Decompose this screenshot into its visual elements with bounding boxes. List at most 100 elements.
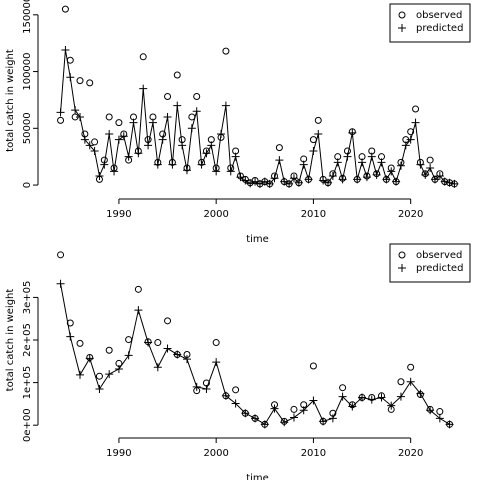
plus-marker xyxy=(100,160,109,169)
plus-marker xyxy=(85,354,94,363)
plus-marker xyxy=(105,370,114,379)
x-tick-label: 2020 xyxy=(398,209,423,220)
plus-marker xyxy=(270,174,279,183)
plus-marker xyxy=(406,377,415,386)
plus-marker xyxy=(426,406,435,415)
circle-marker xyxy=(314,116,322,124)
circle-marker xyxy=(91,138,99,146)
plus-marker xyxy=(217,129,226,138)
circle-marker xyxy=(66,56,74,64)
plus-marker xyxy=(95,384,104,393)
circle-marker xyxy=(436,408,444,416)
plus-marker xyxy=(61,45,70,54)
plus-marker xyxy=(231,399,240,408)
plus-marker xyxy=(207,141,216,150)
y-tick-label: 1e+05 xyxy=(22,366,33,400)
plus-marker xyxy=(173,101,182,110)
plus-marker xyxy=(158,135,167,144)
plus-marker xyxy=(343,152,352,161)
circle-marker xyxy=(412,105,420,113)
legend-label: observed xyxy=(416,10,462,21)
plus-marker xyxy=(377,158,386,167)
circle-marker xyxy=(139,53,147,61)
plus-marker xyxy=(396,392,405,401)
circle-marker xyxy=(398,11,406,19)
circle-marker xyxy=(86,79,94,87)
plus-marker xyxy=(324,178,333,187)
plus-marker xyxy=(76,112,85,121)
plus-marker xyxy=(163,344,172,353)
circle-marker xyxy=(115,119,123,127)
plus-marker xyxy=(246,179,255,188)
plus-marker xyxy=(144,141,153,150)
plus-marker xyxy=(358,158,367,167)
circle-marker xyxy=(76,77,84,85)
plus-marker xyxy=(377,393,386,402)
plus-marker xyxy=(129,118,138,127)
circle-marker xyxy=(407,363,415,371)
plus-marker xyxy=(56,279,65,288)
plus-marker xyxy=(192,107,201,116)
plus-marker xyxy=(144,338,153,347)
circle-marker xyxy=(275,144,283,152)
plus-marker xyxy=(192,382,201,391)
circle-marker xyxy=(188,113,196,121)
plus-marker xyxy=(231,152,240,161)
circle-marker xyxy=(222,47,230,55)
plus-marker xyxy=(124,152,133,161)
plus-marker xyxy=(348,128,357,137)
plus-marker xyxy=(182,355,191,364)
plus-marker xyxy=(353,175,362,184)
circle-marker xyxy=(290,405,298,413)
plus-marker xyxy=(76,370,85,379)
plus-marker xyxy=(187,124,196,133)
plus-marker xyxy=(289,174,298,183)
circle-marker xyxy=(309,362,317,370)
plus-marker xyxy=(119,132,128,141)
circle-marker xyxy=(57,251,65,259)
circle-marker xyxy=(173,71,181,79)
y-axis-label: total catch in weight xyxy=(5,49,16,152)
y-tick-label: 3e+05 xyxy=(22,281,33,315)
plus-marker xyxy=(435,171,444,180)
plus-marker xyxy=(260,420,269,429)
plus-marker xyxy=(362,173,371,182)
circle-marker xyxy=(134,285,142,293)
x-tick-label: 1990 xyxy=(106,209,131,220)
circle-marker xyxy=(105,113,113,121)
plus-marker xyxy=(139,84,148,93)
x-tick-label: 1990 xyxy=(106,448,131,459)
plus-marker xyxy=(260,177,269,186)
plus-marker xyxy=(110,167,119,176)
plus-marker xyxy=(398,264,406,272)
plus-marker xyxy=(241,409,250,418)
plus-marker xyxy=(328,414,337,423)
plus-marker xyxy=(114,364,123,373)
plus-marker xyxy=(182,166,191,175)
plus-marker xyxy=(348,402,357,411)
y-tick-label: 100000 xyxy=(22,52,33,90)
plus-marker xyxy=(440,177,449,186)
plus-marker xyxy=(435,414,444,423)
legend-label: predicted xyxy=(416,263,463,274)
plus-marker xyxy=(445,420,454,429)
plus-marker xyxy=(197,160,206,169)
circle-marker xyxy=(426,156,434,164)
plus-marker xyxy=(251,177,260,186)
plus-marker xyxy=(221,391,230,400)
plus-marker xyxy=(66,73,75,82)
plus-marker xyxy=(299,160,308,169)
plus-marker xyxy=(430,175,439,184)
plus-marker xyxy=(328,171,337,180)
plus-marker xyxy=(202,149,211,158)
plus-marker xyxy=(124,351,133,360)
plus-marker xyxy=(396,161,405,170)
plus-marker xyxy=(285,179,294,188)
plus-marker xyxy=(56,108,65,117)
plus-marker xyxy=(387,401,396,410)
plus-marker xyxy=(416,160,425,169)
legend-box xyxy=(389,3,471,43)
circle-marker xyxy=(212,339,220,347)
plus-marker xyxy=(251,414,260,423)
